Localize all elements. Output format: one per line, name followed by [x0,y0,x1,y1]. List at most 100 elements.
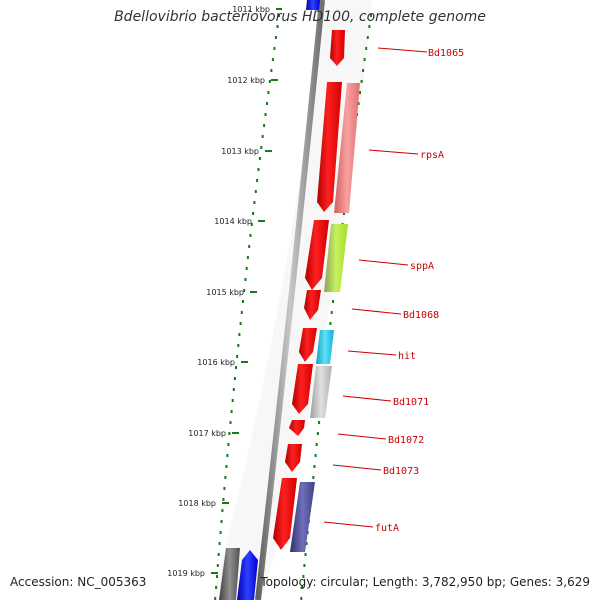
scale-dot [314,454,317,457]
scale-dot [244,278,247,281]
gene-Bd1071-arrow[interactable] [292,364,313,414]
accession-text: Accession: NC_005363 [10,575,147,589]
scale-dot [253,201,256,204]
scale-dot [220,520,223,523]
scale-1012-tick: 1012 kbp [227,76,278,85]
scale-dot [263,124,266,127]
scale-dot [276,25,279,28]
gene-label-Bd1071[interactable]: Bd1071 [393,397,429,408]
scale-dot [365,47,368,50]
scale-1019-tick: 1019 kbp [167,569,218,578]
scale-dot [256,179,259,182]
gene-rpsA-arrow[interactable] [317,82,342,212]
cog-bar-futA[interactable] [290,482,315,552]
scale-dotted-arc [214,14,280,600]
scale-1015-tick: 1015 kbp [206,288,257,297]
scale-dot [302,575,305,578]
gene-label-Bd1068[interactable]: Bd1068 [403,310,439,321]
gene-label-Bd1072[interactable]: Bd1072 [388,435,424,446]
scale-dot [226,454,229,457]
gene-label-rpsA[interactable]: rpsA [420,150,444,161]
scale-dot [219,531,222,534]
scale-dot [250,223,253,226]
scale-dot [268,80,271,83]
scale-dot [270,69,273,72]
gene-Bd1072-arrow[interactable] [289,420,305,436]
gene-label-sppA[interactable]: sppA [410,261,434,272]
scale-dot [242,300,244,303]
gene-hit-arrow[interactable] [299,328,317,362]
gene-arrow-dark-bottom[interactable] [219,548,240,600]
scale-dot [218,542,221,545]
scale-dot [238,333,241,336]
cog-bar-sppA[interactable] [324,224,348,292]
scale-dot [271,58,274,61]
scale-1011-tick: 1011 kbp [232,5,282,14]
scale-1013-tick: 1013 kbp [221,147,272,156]
scale-dot [225,465,228,468]
gene-label-futA[interactable]: futA [375,523,399,534]
scale-dot [312,476,315,479]
scale-dot [215,586,218,589]
cog-bar-hit[interactable] [316,330,334,364]
scale-dot [360,80,363,83]
scale-dot [236,355,239,358]
cog-bar-rpsA[interactable] [334,83,360,213]
scale-dot [243,289,246,292]
gene-Bd1068-arrow[interactable] [304,290,321,320]
scale-dot [303,564,306,567]
scale-dot [230,410,233,413]
gene-label-hit[interactable]: hit [398,351,416,362]
scale-dot [332,300,334,303]
scale-dot [342,212,345,215]
gene-Bd1073-arrow[interactable] [285,444,302,472]
scale-label: 1013 kbp [221,147,259,156]
scale-dot [362,69,365,72]
gene-arrow-blue-top[interactable] [306,0,320,10]
gene-Bd1065-arrow[interactable] [330,30,345,66]
scale-dot [357,102,360,105]
scale-dot [258,157,261,160]
genome-summary-text: Topology: circular; Length: 3,782,950 bp… [260,575,590,589]
scale-dot [301,586,304,589]
scale-dot [273,47,276,50]
genome-backbone [255,0,325,600]
scale-dot [267,91,270,94]
scale-dot [228,432,231,435]
scale-dot [257,168,260,171]
scale-label: 1017 kbp [188,429,226,438]
scale-dot [318,421,321,424]
scale-label: 1018 kbp [178,499,216,508]
scale-dot [305,542,308,545]
scale-dot [254,190,257,193]
scale-label: 1014 kbp [214,217,252,226]
scale-dot [304,553,307,556]
scale-label: 1011 kbp [232,5,270,14]
scale-dot [229,421,232,424]
gene-futA-arrow[interactable] [273,478,297,550]
scale-dot [240,311,243,314]
scale-dot [216,564,219,567]
scale-dot [231,399,234,402]
gene-label-Bd1073[interactable]: Bd1073 [383,466,419,477]
scale-dot [366,36,369,39]
scale-dot [224,476,227,479]
scale-dot [252,212,255,215]
scale-dot [368,25,371,28]
scale-dot [363,58,366,61]
gene-arrow-blue-bottom[interactable] [237,550,258,600]
scale-label: 1012 kbp [227,76,265,85]
gene-label-Bd1065[interactable]: Bd1065 [428,48,464,59]
scale-dot [214,597,217,600]
gene-sppA-arrow[interactable] [305,220,329,290]
scale-dot [232,388,235,391]
scale-dot [330,311,333,314]
scale-label: 1019 kbp [167,569,205,578]
scale-dot [359,91,361,94]
genome-title: Bdellovibrio bacteriovorus HD100, comple… [114,9,486,25]
cog-bar-Bd1071[interactable] [310,366,332,418]
label-leaders [323,47,428,528]
scale-dot [249,234,252,237]
scale-1017-tick: 1017 kbp [188,429,239,438]
scale-dot [266,102,268,105]
